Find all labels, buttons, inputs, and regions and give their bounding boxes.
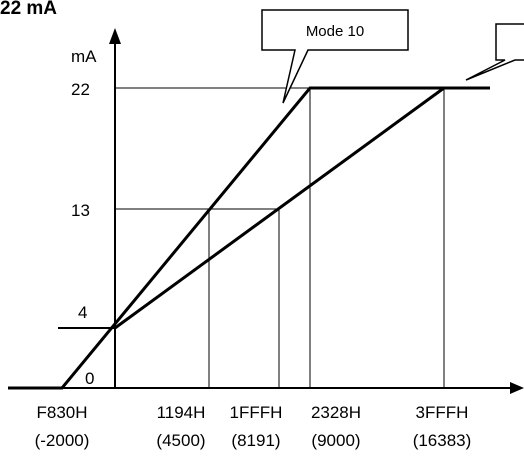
x-tick-dec-2328h: (9000)	[311, 431, 360, 450]
callout-mode-10	[261, 9, 409, 104]
x-tick-hex-2328h: 2328H	[311, 403, 361, 422]
y-tick-22: 22	[71, 80, 90, 99]
diagram-title: 22 mA	[0, 0, 57, 19]
second-mode-characteristic-line	[114, 86, 445, 330]
x-tick-hex-3fffh: 3FFFH	[416, 403, 469, 422]
y-tick-0: 0	[85, 369, 94, 388]
x-axis-arrow	[510, 382, 524, 394]
x-tick-hex-1fffh: 1FFFH	[230, 403, 283, 422]
x-tick-dec-f830h: (-2000)	[35, 431, 90, 450]
y-axis-arrow	[109, 28, 121, 44]
x-tick-dec-1194h: (4500)	[156, 431, 205, 450]
x-tick-dec-1fffh: (8191)	[231, 431, 280, 450]
x-tick-hex-f830h: F830H	[36, 403, 87, 422]
y-unit-label: mA	[71, 47, 97, 66]
callout-mode-10-label: Mode 10	[306, 23, 364, 40]
y-tick-13: 13	[71, 201, 90, 220]
mode-10-characteristic-line	[8, 86, 490, 390]
x-tick-hex-1194h: 1194H	[157, 403, 206, 422]
y-tick-4: 4	[78, 303, 87, 322]
callout-second-mode	[465, 23, 524, 81]
x-tick-dec-3fffh: (16383)	[413, 431, 472, 450]
